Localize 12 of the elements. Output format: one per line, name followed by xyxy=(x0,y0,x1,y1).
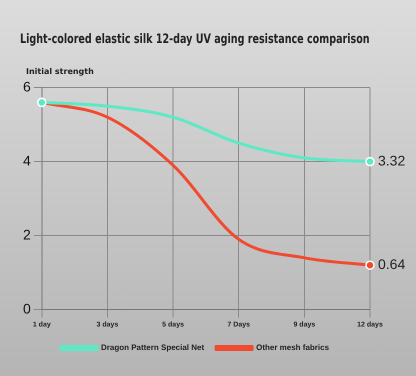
point xyxy=(365,260,375,270)
y-axis-title: Initial strength xyxy=(26,67,94,76)
legend-label: Dragon Pattern Special Net xyxy=(100,343,204,352)
point xyxy=(365,156,375,166)
y-tick-label: 4 xyxy=(22,152,31,168)
text: 3.32 xyxy=(378,152,406,168)
text: 0.64 xyxy=(378,256,406,272)
y-tick-label: 2 xyxy=(22,226,31,242)
y-tick-label: 6 xyxy=(22,78,31,94)
legend-label: Other mesh fabrics xyxy=(256,343,330,352)
chart-title: Light-colored elastic silk 12-day UV aging resistance comparison xyxy=(20,30,370,47)
y-tick-label: 0 xyxy=(22,300,31,316)
